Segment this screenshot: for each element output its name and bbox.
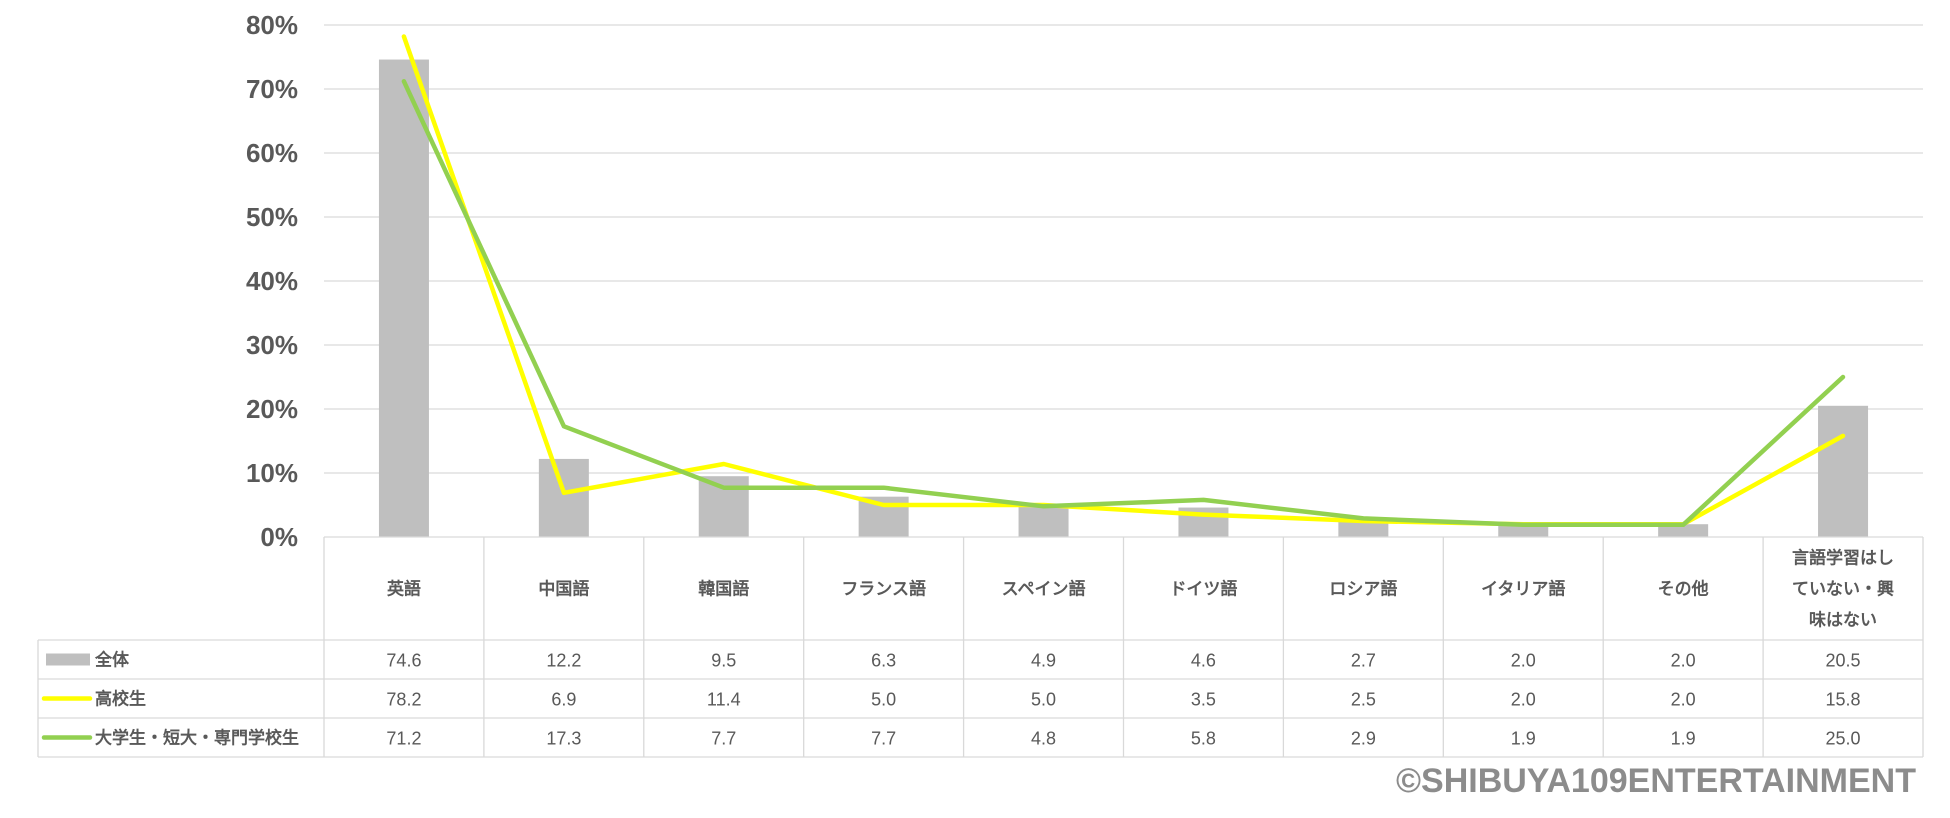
y-tick-label: 50% xyxy=(246,202,298,232)
category-label: ロシア語 xyxy=(1329,579,1397,600)
data-table: 英語 中国語 韓国語 フランス語 スペイン語 ドイツ語 ロシア語 イタリア語 その他 言語学習はし… xyxy=(37,536,1924,758)
table-cell-value: 4.6 xyxy=(1191,651,1216,671)
category-label: 韓国語 xyxy=(698,579,749,600)
copyright-text: ©SHIBUYA109ENTERTAINMENT xyxy=(1395,762,1916,800)
table-cell-value: 1.9 xyxy=(1511,729,1536,749)
category-label: 英語 xyxy=(387,579,421,600)
category-label: 味はない xyxy=(1809,610,1877,631)
table-cell-value: 2.7 xyxy=(1351,651,1376,671)
category-label: イタリア語 xyxy=(1481,579,1565,600)
category-label: 中国語 xyxy=(538,579,589,600)
y-tick-label: 80% xyxy=(246,10,298,40)
table-cell-value: 5.0 xyxy=(1031,690,1056,710)
table-cell-value: 6.9 xyxy=(551,690,576,710)
series-line xyxy=(401,79,1846,528)
category-label: その他 xyxy=(1658,579,1709,600)
category-label: スペイン語 xyxy=(1002,579,1086,600)
category-label: ドイツ語 xyxy=(1169,579,1237,600)
table-cell-value: 2.9 xyxy=(1351,729,1376,749)
bar xyxy=(378,59,429,538)
y-tick-label: 10% xyxy=(246,458,298,488)
table-cell-value: 17.3 xyxy=(546,729,581,749)
category-label: フランス語 xyxy=(841,579,926,600)
table-cell-value: 71.2 xyxy=(386,729,421,749)
legend-key-bar xyxy=(46,653,90,666)
table-cell-value: 4.8 xyxy=(1031,729,1056,749)
table-cell-value: 2.0 xyxy=(1511,651,1536,671)
bar xyxy=(1018,505,1069,537)
table-cell-value: 5.0 xyxy=(871,690,896,710)
table-cell-value: 4.9 xyxy=(1031,651,1056,671)
category-label: ていない・興 xyxy=(1792,579,1894,600)
y-tick-label: 0% xyxy=(260,522,298,552)
table-cell-value: 1.9 xyxy=(1671,729,1696,749)
table-cell-value: 11.4 xyxy=(707,690,741,710)
line-series xyxy=(401,34,1846,528)
category-label: 言語学習はし xyxy=(1792,548,1894,569)
series-name: 高校生 xyxy=(95,689,146,710)
y-tick-label: 20% xyxy=(246,394,298,424)
y-tick-label: 30% xyxy=(246,330,298,360)
table-cell-value: 7.7 xyxy=(871,729,896,749)
bar xyxy=(1658,524,1709,537)
table-cell-value: 5.8 xyxy=(1191,729,1216,749)
bar xyxy=(1338,519,1389,537)
bar-series xyxy=(378,59,1869,538)
table-cell-value: 2.0 xyxy=(1671,651,1696,671)
table-cell-value: 15.8 xyxy=(1826,690,1861,710)
gridlines xyxy=(324,24,1923,474)
y-tick-label: 40% xyxy=(246,266,298,296)
table-cell-value: 20.5 xyxy=(1826,651,1861,671)
table-cell-value: 2.5 xyxy=(1351,690,1376,710)
table-cell-value: 74.6 xyxy=(386,651,421,671)
series-name: 大学生・短大・専門学校生 xyxy=(95,728,299,749)
table-cell-value: 2.0 xyxy=(1671,690,1696,710)
table-cell-value: 78.2 xyxy=(386,690,421,710)
series-name: 全体 xyxy=(94,650,130,671)
y-tick-label: 70% xyxy=(246,74,298,104)
table-cell-value: 9.5 xyxy=(711,651,736,671)
bar xyxy=(1818,405,1869,537)
bar xyxy=(538,458,589,537)
y-tick-label: 60% xyxy=(246,138,298,168)
table-cell-value: 6.3 xyxy=(871,651,896,671)
table-cell-value: 2.0 xyxy=(1511,690,1536,710)
y-axis: 0% 10% 20% 30% 40% 50% 60% 70% 80% xyxy=(246,10,298,552)
table-cell-value: 7.7 xyxy=(711,729,736,749)
table-cell-value: 12.2 xyxy=(546,651,581,671)
table-cell-value: 3.5 xyxy=(1191,690,1216,710)
table-cell-value: 25.0 xyxy=(1826,729,1861,749)
bar xyxy=(1498,524,1549,537)
